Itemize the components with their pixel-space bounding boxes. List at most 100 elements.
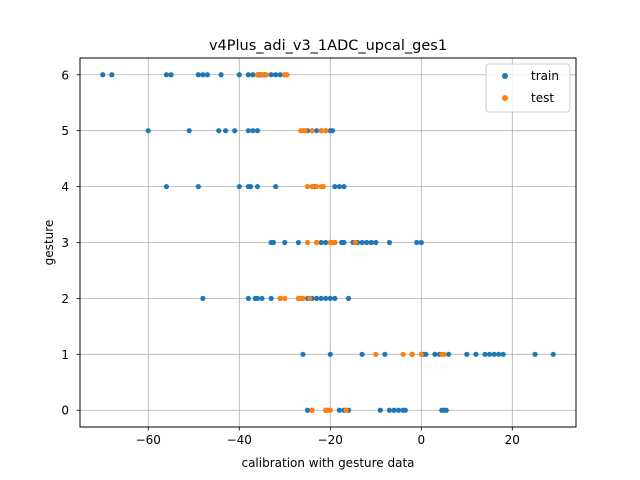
legend-train-label: train xyxy=(531,69,559,83)
train-point xyxy=(268,72,274,78)
test-point xyxy=(441,351,447,357)
y-tick-label: 0 xyxy=(61,404,69,418)
data-points xyxy=(100,72,556,413)
train-point xyxy=(300,351,306,357)
train-point xyxy=(109,72,115,78)
train-point xyxy=(295,239,302,246)
train-point xyxy=(364,239,370,246)
train-point xyxy=(386,407,393,413)
test-point xyxy=(332,239,338,246)
train-point xyxy=(336,407,342,413)
test-point xyxy=(323,128,329,134)
legend-test-marker xyxy=(502,95,508,101)
train-point xyxy=(336,183,342,190)
train-point xyxy=(473,351,479,357)
train-point xyxy=(443,407,449,413)
test-point xyxy=(400,351,406,357)
train-point xyxy=(254,183,261,190)
train-point xyxy=(345,295,352,302)
x-tick-label: 20 xyxy=(505,433,520,447)
legend-train-marker xyxy=(502,73,508,79)
train-point xyxy=(464,351,470,357)
train-point xyxy=(314,128,320,134)
y-tick-label: 3 xyxy=(61,236,69,250)
test-point xyxy=(343,407,349,413)
train-point xyxy=(341,239,347,246)
train-point xyxy=(318,295,324,302)
train-point xyxy=(100,72,106,78)
train-point xyxy=(382,351,388,357)
train-point xyxy=(236,72,242,78)
test-point xyxy=(304,239,311,246)
train-point xyxy=(323,295,329,302)
legend: train test xyxy=(485,63,571,113)
test-point xyxy=(409,351,415,357)
train-point xyxy=(145,128,151,134)
test-point xyxy=(282,295,288,302)
train-point xyxy=(318,239,324,246)
train-point xyxy=(250,72,256,78)
train-point xyxy=(216,128,222,134)
test-point xyxy=(277,295,283,302)
train-point xyxy=(273,183,279,190)
legend-test-label: test xyxy=(531,91,554,105)
test-point xyxy=(309,128,315,134)
train-point xyxy=(550,351,556,357)
test-point xyxy=(259,72,265,78)
train-point xyxy=(391,407,397,413)
train-point xyxy=(250,128,256,134)
train-point xyxy=(195,183,201,190)
train-point xyxy=(327,295,333,302)
test-point xyxy=(302,128,308,134)
train-point xyxy=(402,407,408,413)
test-point xyxy=(309,183,315,190)
axis-ticks: −60 −40 −20 0 20 0 1 2 3 4 5 6 xyxy=(61,68,520,447)
test-point xyxy=(309,407,315,413)
train-point xyxy=(423,351,429,357)
test-point xyxy=(418,351,424,357)
train-point xyxy=(304,407,311,413)
train-point xyxy=(329,128,336,134)
test-point xyxy=(304,183,311,190)
test-point xyxy=(307,295,313,302)
train-point xyxy=(248,183,254,190)
train-point xyxy=(368,239,374,246)
test-point xyxy=(284,72,290,78)
train-point xyxy=(359,351,365,357)
train-point xyxy=(268,295,274,302)
test-point xyxy=(327,407,333,413)
train-point xyxy=(195,72,201,78)
train-point xyxy=(282,239,288,246)
train-point xyxy=(341,183,347,190)
train-point xyxy=(432,351,438,357)
train-point xyxy=(186,128,192,134)
train-point xyxy=(259,295,265,302)
train-point xyxy=(532,351,538,357)
train-point xyxy=(223,128,229,134)
train-point xyxy=(496,351,502,357)
train-point xyxy=(323,239,329,246)
x-tick-label: −20 xyxy=(318,433,343,447)
train-point xyxy=(232,128,238,134)
train-point xyxy=(168,72,174,78)
test-point xyxy=(314,239,320,246)
train-point xyxy=(414,239,420,246)
train-point xyxy=(445,351,452,357)
train-point xyxy=(200,295,206,302)
train-point xyxy=(482,351,488,357)
train-point xyxy=(270,239,276,246)
train-point xyxy=(377,407,383,413)
x-tick-label: 0 xyxy=(417,433,425,447)
train-point xyxy=(163,183,170,190)
train-point xyxy=(204,72,211,78)
y-tick-label: 4 xyxy=(61,180,69,194)
test-point xyxy=(254,72,261,78)
train-point xyxy=(200,72,206,78)
test-point xyxy=(263,72,270,78)
chart-title: v4Plus_adi_v3_1ADC_upcal_ges1 xyxy=(209,38,447,54)
series-test xyxy=(254,72,447,413)
train-point xyxy=(245,295,251,302)
test-point xyxy=(352,239,358,246)
train-point xyxy=(314,295,320,302)
train-point xyxy=(163,72,170,78)
